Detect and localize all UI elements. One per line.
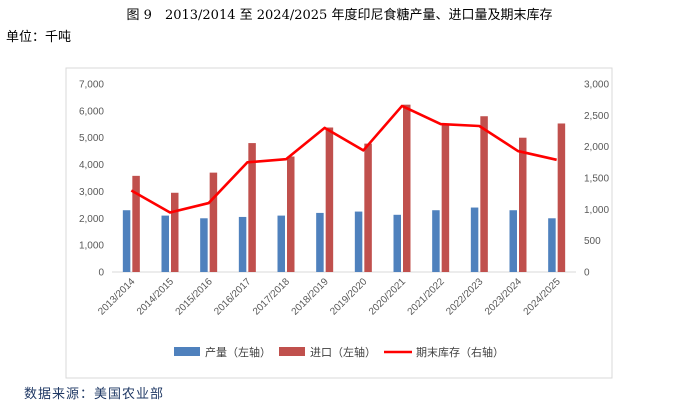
y-left-tick-label: 5,000 — [79, 133, 104, 144]
y-right-tick-label: 1,000 — [584, 205, 609, 216]
y-left-tick-label: 6,000 — [79, 106, 104, 117]
x-tick-label: 2013/2014 — [96, 276, 138, 318]
bar-production — [277, 215, 285, 272]
bar-imports — [403, 104, 411, 273]
bar-production — [470, 207, 479, 272]
x-tick-label: 2019/2020 — [328, 276, 370, 318]
chart-legend: 产量（左轴） 进口（左轴） 期末库存（右轴） — [174, 345, 504, 359]
y-left-tick-label: 0 — [98, 268, 104, 279]
bar-production — [122, 210, 131, 272]
bar-production — [161, 215, 169, 272]
x-tick-label: 2015/2016 — [174, 276, 216, 318]
bar-imports — [248, 143, 256, 272]
bar-production — [200, 218, 208, 272]
x-tick-label: 2020/2021 — [367, 276, 409, 318]
y-right-tick-label: 3,000 — [584, 80, 609, 91]
bar-imports — [325, 127, 334, 272]
bar-production — [509, 210, 517, 272]
x-tick-label: 2014/2015 — [135, 276, 177, 318]
y-left-tick-label: 2,000 — [79, 214, 104, 225]
legend-label-stocks: 期末库存（右轴） — [416, 345, 504, 359]
x-tick-label: 2016/2017 — [212, 276, 254, 318]
bar-production — [316, 212, 324, 272]
bar-production — [393, 214, 401, 272]
y-right-tick-label: 0 — [584, 268, 590, 279]
bar-production — [238, 216, 247, 272]
y-right-tick-label: 2,000 — [584, 142, 609, 153]
data-source: 数据来源：美国农业部 — [24, 387, 165, 402]
chart-frame — [65, 67, 613, 379]
bar-production — [354, 211, 363, 272]
bar-imports — [132, 175, 140, 272]
x-tick-label: 2022/2023 — [444, 276, 486, 318]
legend-label-imports: 进口（左轴） — [310, 345, 376, 359]
y-left-tick-label: 7,000 — [79, 80, 104, 91]
bar-imports — [441, 124, 450, 273]
bar-production — [432, 210, 440, 272]
y-left-tick-label: 4,000 — [79, 160, 104, 171]
bar-production — [548, 218, 556, 272]
bar-imports — [480, 116, 488, 272]
legend-swatch-imports — [279, 347, 305, 356]
x-tick-label: 2018/2019 — [290, 276, 332, 318]
y-right-tick-label: 2,500 — [584, 111, 609, 122]
line-ending-stocks — [130, 104, 557, 214]
figure-title: 图 9 2013/2014 至 2024/2025 年度印尼食糖产量、进口量及期… — [126, 8, 553, 23]
plot-area: 0 1,000 2,000 3,000 4,000 5,000 6,000 7,000 0 500… — [79, 80, 609, 318]
unit-label: 单位：千吨 — [6, 30, 72, 45]
bar-imports — [209, 172, 218, 272]
x-tick-label: 2023/2024 — [483, 276, 525, 318]
bar-imports — [287, 156, 295, 272]
y-left-tick-label: 3,000 — [79, 187, 104, 198]
x-tick-label: 2021/2022 — [406, 276, 448, 318]
bar-imports — [557, 123, 566, 272]
legend-swatch-production — [174, 347, 200, 356]
bar-imports — [171, 192, 179, 272]
x-tick-label: 2017/2018 — [251, 276, 293, 318]
bar-imports — [519, 137, 527, 272]
y-left-tick-label: 1,000 — [79, 241, 104, 252]
y-right-tick-label: 1,500 — [584, 174, 609, 185]
legend-label-production: 产量（左轴） — [205, 345, 271, 359]
bar-imports — [364, 143, 372, 272]
x-tick-label: 2024/2025 — [522, 276, 564, 318]
y-right-tick-label: 500 — [584, 236, 601, 247]
